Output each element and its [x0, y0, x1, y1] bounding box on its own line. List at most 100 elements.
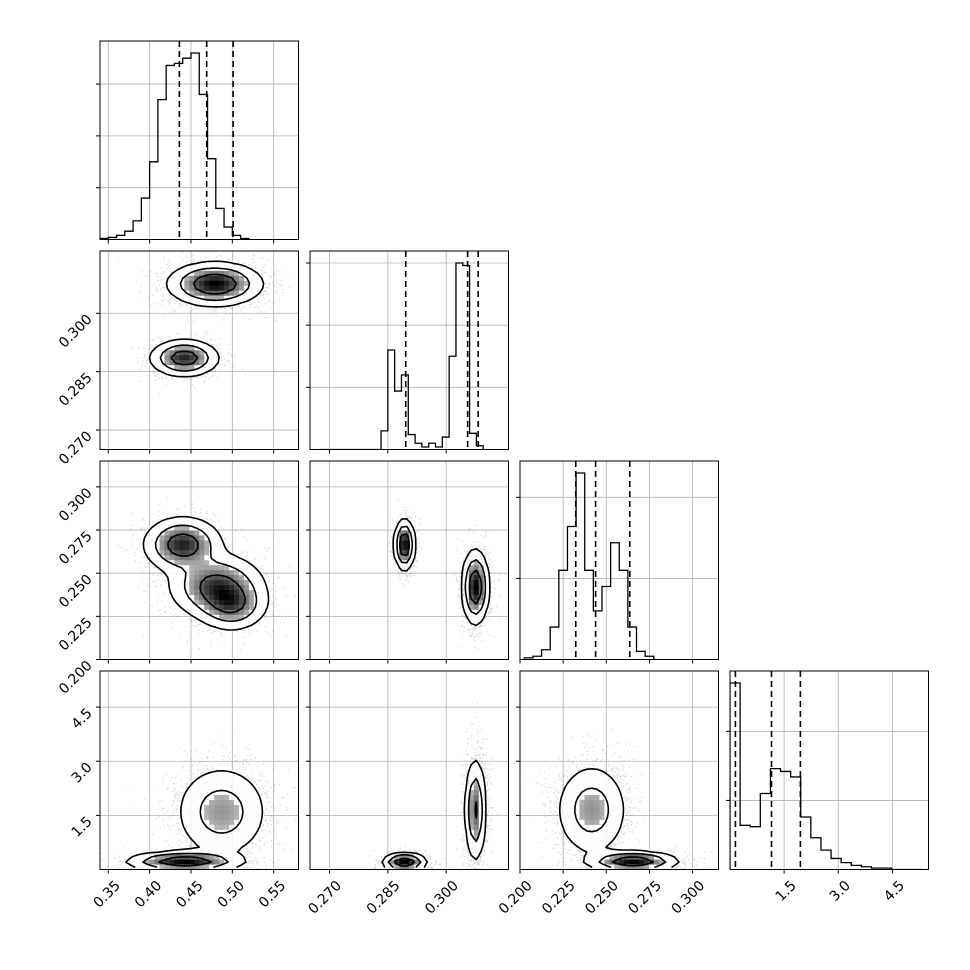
- density-cell: [248, 829, 255, 836]
- density-cell: [253, 819, 260, 826]
- density-cell: [478, 609, 485, 616]
- density-cell: [184, 350, 190, 356]
- density-cell: [394, 864, 400, 870]
- density-cell: [229, 814, 235, 821]
- density-cell: [238, 295, 245, 302]
- density-cell: [463, 560, 470, 566]
- density-cell: [199, 355, 205, 361]
- density-cell: [219, 590, 225, 596]
- density-cell: [214, 285, 220, 292]
- density-cell: [219, 790, 225, 796]
- density-cell: [463, 824, 470, 831]
- density-cell: [199, 260, 205, 267]
- density-cell: [584, 800, 590, 806]
- density-cell: [644, 854, 650, 860]
- density-cell: [199, 565, 205, 571]
- density-cell: [584, 775, 590, 781]
- density-cell: [184, 809, 190, 816]
- density-cell: [169, 370, 175, 376]
- density-cell: [468, 765, 475, 771]
- density-cell: [184, 355, 190, 361]
- density-cell: [233, 849, 240, 856]
- density-cell: [174, 864, 180, 870]
- x-tick-label: 1.5: [773, 878, 800, 905]
- density-cell: [174, 849, 180, 856]
- density-cell: [219, 300, 225, 306]
- density-cell: [224, 824, 230, 831]
- density-cell: [209, 270, 215, 277]
- density-cell: [184, 545, 190, 551]
- density-cell: [204, 345, 210, 351]
- density-cell: [174, 535, 180, 541]
- density-cell: [629, 849, 635, 856]
- density-cell: [473, 770, 480, 776]
- density-cell: [584, 844, 590, 851]
- density-cell: [199, 585, 205, 591]
- density-cell: [204, 580, 210, 586]
- density-cell: [619, 814, 625, 821]
- density-cell: [219, 814, 225, 821]
- density-cell: [174, 580, 180, 586]
- density-cell: [634, 859, 640, 865]
- density-cell: [189, 280, 195, 287]
- density-cell: [189, 795, 195, 801]
- density-cell: [478, 834, 485, 841]
- y-tick-label: 0.300: [56, 485, 96, 525]
- density-cell: [584, 809, 590, 816]
- density-cell: [233, 619, 240, 626]
- density-cell: [179, 340, 185, 346]
- density-cell: [189, 265, 195, 272]
- density-cell: [214, 295, 220, 302]
- density-cell: [179, 580, 185, 586]
- density-cell: [199, 370, 205, 376]
- density-cell: [384, 864, 390, 870]
- density-cell: [184, 585, 190, 591]
- density-cell: [219, 624, 225, 631]
- density-cell: [164, 570, 170, 576]
- density-cell: [478, 570, 485, 576]
- density-cell: [564, 819, 571, 826]
- density-cell: [569, 785, 575, 791]
- density-cell: [253, 614, 260, 621]
- density-cell: [258, 609, 265, 616]
- density-cell: [229, 864, 235, 870]
- density-cell: [238, 614, 245, 621]
- density-cell: [184, 365, 190, 371]
- density-cell: [129, 859, 136, 865]
- density-cell: [214, 260, 220, 267]
- density-cell: [174, 545, 180, 551]
- density-cell: [174, 290, 180, 297]
- density-cell: [184, 864, 190, 870]
- density-cell: [243, 295, 250, 302]
- density-cell: [214, 844, 220, 851]
- density-cell: [219, 270, 225, 277]
- density-cell: [233, 594, 240, 601]
- density-cell: [399, 854, 405, 860]
- scatter-panel: [96, 460, 299, 664]
- density-cell: [604, 780, 610, 786]
- density-cell: [468, 590, 475, 596]
- density-cell: [243, 785, 250, 791]
- density-cell: [609, 849, 615, 856]
- density-cell: [473, 834, 480, 841]
- density-cell: [174, 515, 180, 521]
- density-cell: [224, 290, 230, 297]
- density-cell: [604, 824, 610, 831]
- density-cell: [399, 540, 405, 546]
- histogram-bars: [730, 682, 923, 870]
- density-cell: [483, 565, 490, 571]
- density-cell: [594, 790, 600, 796]
- density-cell: [224, 599, 230, 606]
- density-cell: [194, 790, 200, 796]
- density-cell: [609, 814, 615, 821]
- density-cell: [419, 854, 425, 860]
- density-cell: [184, 360, 190, 366]
- density-cell: [589, 780, 595, 786]
- density-cell: [169, 360, 175, 366]
- density-cell: [149, 355, 155, 361]
- density-cell: [468, 604, 475, 611]
- y-tick-label: 0.275: [56, 528, 96, 568]
- density-cell: [159, 540, 165, 546]
- density-cell: [473, 609, 480, 616]
- density-cell: [209, 814, 215, 821]
